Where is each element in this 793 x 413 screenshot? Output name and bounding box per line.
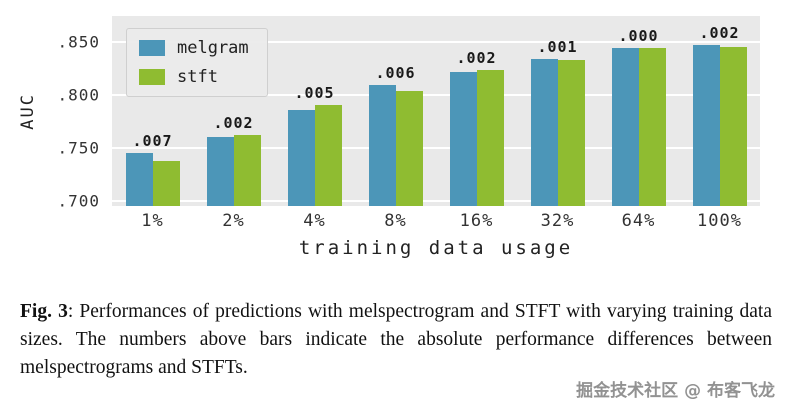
- bar-stft-8%: [395, 90, 423, 206]
- y-tick-label: .850: [57, 32, 100, 52]
- legend-label-melgram: melgram: [177, 38, 249, 58]
- bar-stft-16%: [476, 69, 504, 206]
- x-tick-label: 4%: [303, 211, 326, 231]
- bar-melgram-8%: [368, 84, 396, 206]
- y-tick-label: .800: [57, 85, 100, 105]
- bar-diff-annotation: .005: [294, 83, 335, 102]
- y-axis-ticks: .700 .750 .800 .850: [30, 16, 104, 210]
- bar-diff-annotation: .007: [132, 132, 173, 151]
- gridline: [112, 199, 760, 202]
- gridline: [112, 94, 760, 97]
- bar-stft-100%: [719, 46, 747, 206]
- legend-item-melgram: melgram: [139, 38, 249, 58]
- watermark: 掘金技术社区 @ 布客飞龙: [576, 381, 775, 401]
- bar-stft-2%: [233, 135, 261, 206]
- bar-groups: .007 .002 .005 .006 .002 .001 .000 .002: [112, 16, 760, 206]
- y-tick-label: .750: [57, 138, 100, 158]
- x-axis-ticks: 1% 2% 4% 8% 16% 32% 64% 100%: [112, 211, 760, 231]
- chart-legend: melgram stft: [126, 28, 268, 97]
- bar-melgram-2%: [206, 137, 234, 206]
- x-tick-label: 100%: [697, 211, 742, 231]
- bar-stft-32%: [557, 60, 585, 206]
- bar-group-64%: .000: [598, 16, 679, 206]
- legend-swatch-melgram: [139, 40, 165, 56]
- figure-caption: Fig. 3: Performances of predictions with…: [20, 298, 772, 382]
- figure-caption-label: Fig. 3: [20, 301, 68, 322]
- plot-area: .007 .002 .005 .006 .002 .001 .000 .002 melgram…: [112, 16, 760, 206]
- bar-diff-annotation: .002: [213, 114, 254, 133]
- bar-diff-annotation: .000: [618, 26, 659, 45]
- x-tick-label: 2%: [222, 211, 245, 231]
- gridline: [112, 146, 760, 149]
- bar-melgram-16%: [449, 71, 477, 206]
- bar-melgram-4%: [287, 109, 315, 206]
- bar-group-2%: .002: [193, 16, 274, 206]
- bar-melgram-100%: [692, 44, 720, 206]
- bar-group-32%: .001: [517, 16, 598, 206]
- bar-group-16%: .002: [436, 16, 517, 206]
- bar-melgram-64%: [611, 47, 639, 206]
- bar-diff-annotation: .006: [375, 63, 416, 82]
- bar-diff-annotation: .002: [456, 48, 497, 67]
- legend-label-stft: stft: [177, 67, 218, 87]
- bar-stft-1%: [152, 160, 180, 206]
- bar-stft-4%: [314, 104, 342, 206]
- figure-caption-text: : Performances of predictions with melsp…: [20, 301, 772, 378]
- bar-group-100%: .002: [679, 16, 760, 206]
- x-tick-label: 16%: [459, 211, 494, 231]
- x-tick-label: 8%: [384, 211, 407, 231]
- bar-group-8%: .006: [355, 16, 436, 206]
- bar-group-4%: .005: [274, 16, 355, 206]
- bar-melgram-1%: [125, 153, 153, 206]
- legend-item-stft: stft: [139, 67, 249, 87]
- x-tick-label: 64%: [621, 211, 656, 231]
- bar-diff-annotation: .001: [537, 38, 578, 57]
- x-tick-label: 1%: [141, 211, 164, 231]
- x-tick-label: 32%: [540, 211, 575, 231]
- bar-stft-64%: [638, 47, 666, 206]
- bar-diff-annotation: .002: [699, 23, 740, 42]
- y-tick-label: .700: [57, 191, 100, 211]
- bar-melgram-32%: [530, 59, 558, 206]
- x-axis-label: training data usage: [298, 237, 574, 259]
- legend-swatch-stft: [139, 69, 165, 85]
- bar-group-1%: .007: [112, 16, 193, 206]
- gridline: [112, 41, 760, 44]
